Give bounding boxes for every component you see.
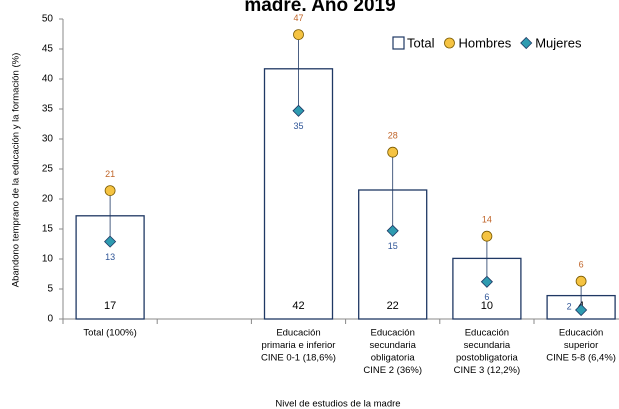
x-tick-label: CINE 5-8 (6,4%): [546, 353, 616, 364]
y-tick-label: 30: [42, 134, 54, 145]
hombres-marker: [481, 230, 493, 242]
hombres-label: 47: [293, 13, 303, 23]
mujeres-marker: [386, 224, 399, 237]
hombres-marker: [293, 29, 304, 40]
total-label: 10: [481, 300, 493, 312]
x-tick-label: Educación: [371, 328, 415, 339]
total-label: 17: [104, 300, 116, 312]
legend-label: Hombres: [458, 35, 511, 50]
x-tick-label: Educación: [276, 328, 320, 339]
y-tick-label: 35: [42, 104, 54, 115]
mujeres-label: 6: [484, 292, 489, 302]
mujeres-marker: [292, 104, 305, 117]
x-tick-label: CINE 3 (12,2%): [454, 365, 521, 376]
hombres-label: 14: [482, 215, 492, 225]
x-tick-label: CINE 0-1 (18,6%): [261, 353, 336, 364]
mujeres-marker: [575, 303, 588, 317]
legend-label: Total: [407, 35, 435, 50]
chart-title: madre. Año 2019: [244, 0, 395, 16]
x-tick-label: postobligatoria: [456, 353, 519, 364]
x-tick-label: Total (100%): [83, 328, 136, 339]
x-tick-label: obligatoria: [371, 353, 416, 364]
y-tick-label: 10: [42, 254, 54, 265]
x-tick-label: secundaria: [464, 340, 511, 351]
x-tick-label: secundaria: [369, 340, 416, 351]
mujeres-label: 13: [105, 252, 115, 262]
y-tick-label: 45: [42, 44, 54, 55]
x-axis-label: Nivel de estudios de la madre: [275, 399, 400, 409]
hombres-marker: [575, 275, 587, 287]
y-axis-label: Abandono temprano de la educación y la f…: [11, 53, 22, 287]
hombres-label: 21: [105, 169, 115, 179]
y-tick-label: 0: [47, 314, 53, 325]
mujeres-marker: [480, 275, 493, 288]
hombres-label: 28: [388, 131, 398, 141]
y-tick-label: 50: [42, 14, 54, 25]
total-label: 22: [387, 300, 399, 312]
x-tick-label: superior: [564, 340, 598, 351]
y-tick-label: 5: [47, 284, 53, 295]
y-tick-label: 25: [42, 164, 54, 175]
legend-swatch: [520, 36, 533, 50]
y-tick-label: 15: [42, 224, 54, 235]
x-tick-label: primaria e inferior: [262, 340, 336, 351]
mujeres-label: 15: [388, 241, 398, 251]
mujeres-marker: [104, 235, 117, 248]
legend-swatch: [392, 36, 405, 50]
mujeres-label: 2: [567, 301, 572, 311]
legend-label: Mujeres: [535, 35, 582, 50]
total-label: 42: [292, 300, 304, 312]
x-tick-label: Educación: [559, 328, 603, 339]
mujeres-label: 35: [293, 121, 303, 131]
hombres-label: 6: [579, 260, 584, 270]
y-tick-label: 40: [42, 74, 54, 85]
x-tick-label: Educación: [465, 328, 509, 339]
hombres-marker: [387, 146, 399, 158]
y-tick-label: 20: [42, 194, 54, 205]
x-tick-label: CINE 2 (36%): [363, 365, 422, 376]
hombres-marker: [104, 185, 116, 197]
legend-swatch: [444, 37, 455, 49]
